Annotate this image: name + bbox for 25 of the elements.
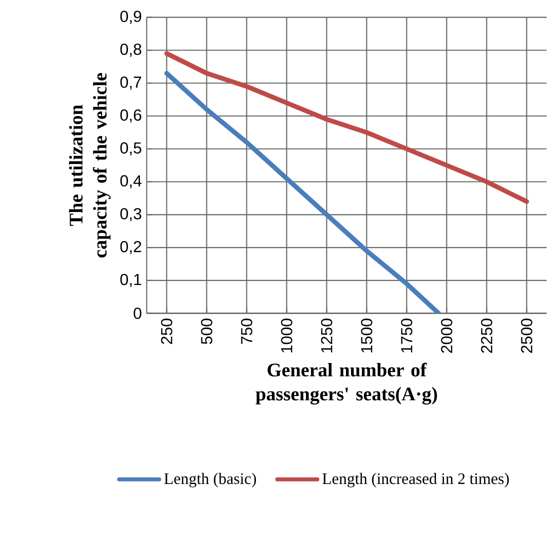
y-tick-label: 0,5 — [120, 142, 142, 156]
x-axis-title: General number of passengers' seats(A·g) — [256, 362, 437, 405]
x-tick-label: 500 — [201, 318, 212, 344]
x-tick-label: 1000 — [281, 318, 292, 353]
x-tick-label: 750 — [241, 318, 252, 344]
y-tick-label: 0,7 — [120, 76, 142, 90]
y-tick-label: 0,8 — [120, 44, 142, 58]
y-tick-label: 0,1 — [120, 274, 142, 288]
y-tick-label: 0,9 — [120, 10, 142, 24]
x-tick-label: 1750 — [401, 318, 412, 353]
legend-label: Length (increased in 2 times) — [322, 473, 509, 488]
x-tick-label: 1500 — [361, 318, 372, 353]
y-tick-label: 0,4 — [120, 175, 142, 189]
y-tick-label: 0,3 — [120, 208, 142, 222]
y-tick-label: 0,6 — [120, 110, 142, 123]
legend-label: Length (basic) — [164, 473, 256, 488]
x-tick-label: 2500 — [521, 318, 532, 354]
y-axis-title: The utilization capacity of the vehicle — [69, 73, 111, 258]
y-tick-label: 0 — [134, 308, 142, 320]
x-tick-label: 250 — [161, 318, 172, 344]
x-tick-label: 1250 — [321, 318, 332, 353]
x-tick-label: 2000 — [441, 318, 452, 354]
line-series — [164, 71, 441, 314]
x-tick-label: 2250 — [481, 318, 492, 354]
y-tick-label: 0,2 — [120, 241, 142, 254]
